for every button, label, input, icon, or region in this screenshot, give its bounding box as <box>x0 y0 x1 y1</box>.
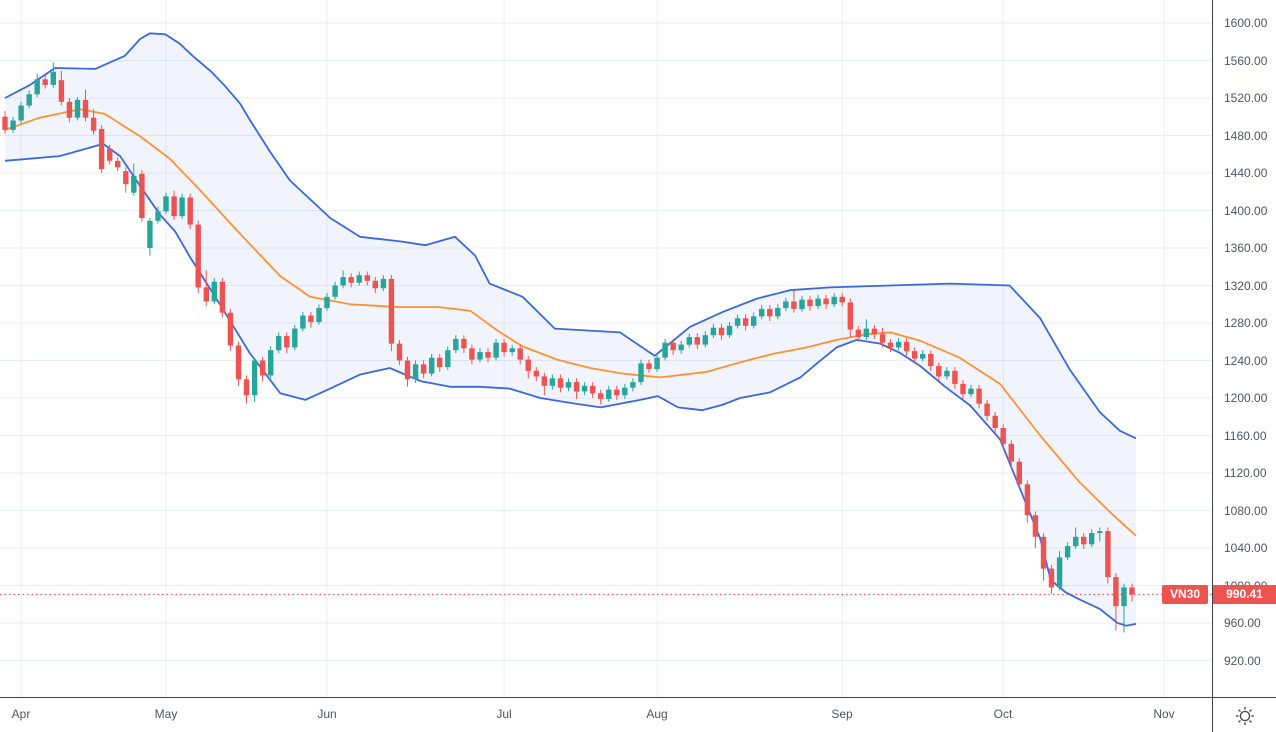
symbol-label: VN30 <box>1169 587 1201 601</box>
price-scale-settings-button[interactable] <box>1234 705 1256 727</box>
month-label: Jul <box>496 707 512 721</box>
symbol-price-flag: VN30 <box>1162 585 1208 604</box>
month-label: Jun <box>317 707 337 721</box>
price-tick-label: 1040.00 <box>1224 541 1268 555</box>
price-tick-label: 1400.00 <box>1224 204 1268 218</box>
time-axis[interactable]: Apr May Jun Jul Aug Sep Oct Nov <box>0 697 1212 732</box>
price-tick-label: 1200.00 <box>1224 391 1268 405</box>
price-tick-label: 1160.00 <box>1224 429 1267 443</box>
price-tick-label: 1520.00 <box>1224 91 1268 105</box>
month-label: Apr <box>11 707 31 721</box>
axis-settings-corner <box>1212 697 1276 732</box>
price-tick-label: 1440.00 <box>1224 166 1268 180</box>
bollinger-upper-line <box>4 32 1137 440</box>
price-tick-label: 1080.00 <box>1224 504 1268 518</box>
month-label: Nov <box>1153 707 1175 721</box>
bollinger-basis-line <box>4 108 1137 537</box>
price-tick-label: 960.00 <box>1224 616 1261 630</box>
price-tick-label: 1360.00 <box>1224 241 1268 255</box>
month-label: Sep <box>831 707 853 721</box>
price-tick-label: 1240.00 <box>1224 354 1268 368</box>
grid-lines <box>0 0 1212 697</box>
price-axis[interactable]: 920.00960.001000.001040.001080.001120.00… <box>1212 0 1276 697</box>
price-tick-label: 1560.00 <box>1224 54 1268 68</box>
price-tick-label: 920.00 <box>1224 654 1261 668</box>
price-tick-label: 1280.00 <box>1224 316 1268 330</box>
price-tick-label: 1320.00 <box>1224 279 1268 293</box>
price-tick-label: 1480.00 <box>1224 129 1268 143</box>
candles <box>2 62 1135 633</box>
month-label: May <box>154 707 178 721</box>
month-label: Oct <box>993 707 1013 721</box>
price-tick-label: 1600.00 <box>1224 16 1268 30</box>
price-tick-label: 1120.00 <box>1224 466 1267 480</box>
month-label: Aug <box>646 707 668 721</box>
gear-icon <box>1235 706 1254 725</box>
last-price-badge: 990.41 <box>1213 585 1276 604</box>
candlestick-chart[interactable] <box>0 0 1212 697</box>
